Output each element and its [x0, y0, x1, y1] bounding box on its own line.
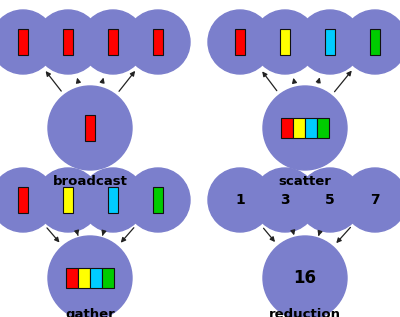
- Text: reduction: reduction: [269, 308, 341, 317]
- Text: scatter: scatter: [278, 175, 332, 188]
- Bar: [280, 29, 290, 55]
- Bar: [63, 29, 73, 55]
- Text: 5: 5: [325, 193, 335, 207]
- Bar: [90, 268, 102, 288]
- Bar: [317, 118, 329, 138]
- Bar: [78, 268, 90, 288]
- Text: gather: gather: [65, 308, 115, 317]
- Bar: [325, 29, 335, 55]
- Bar: [18, 29, 28, 55]
- Circle shape: [81, 10, 145, 74]
- Circle shape: [263, 86, 347, 170]
- Bar: [370, 29, 380, 55]
- Bar: [85, 115, 95, 141]
- Circle shape: [298, 168, 362, 232]
- Circle shape: [36, 10, 100, 74]
- Circle shape: [208, 168, 272, 232]
- Circle shape: [208, 10, 272, 74]
- Circle shape: [343, 168, 400, 232]
- Text: 16: 16: [294, 269, 316, 287]
- Text: broadcast: broadcast: [52, 175, 128, 188]
- Circle shape: [253, 168, 317, 232]
- Bar: [281, 118, 293, 138]
- Text: 3: 3: [280, 193, 290, 207]
- Bar: [153, 29, 163, 55]
- Bar: [108, 187, 118, 213]
- Circle shape: [263, 236, 347, 317]
- Circle shape: [0, 10, 55, 74]
- Circle shape: [48, 236, 132, 317]
- Bar: [102, 268, 114, 288]
- Bar: [18, 187, 28, 213]
- Circle shape: [126, 168, 190, 232]
- Text: 7: 7: [370, 193, 380, 207]
- Circle shape: [81, 168, 145, 232]
- Circle shape: [48, 86, 132, 170]
- Bar: [235, 29, 245, 55]
- Circle shape: [298, 10, 362, 74]
- Bar: [153, 187, 163, 213]
- Bar: [108, 29, 118, 55]
- Bar: [63, 187, 73, 213]
- Text: 1: 1: [235, 193, 245, 207]
- Circle shape: [253, 10, 317, 74]
- Circle shape: [36, 168, 100, 232]
- Circle shape: [343, 10, 400, 74]
- Bar: [293, 118, 305, 138]
- Bar: [66, 268, 78, 288]
- Circle shape: [0, 168, 55, 232]
- Bar: [305, 118, 317, 138]
- Circle shape: [126, 10, 190, 74]
